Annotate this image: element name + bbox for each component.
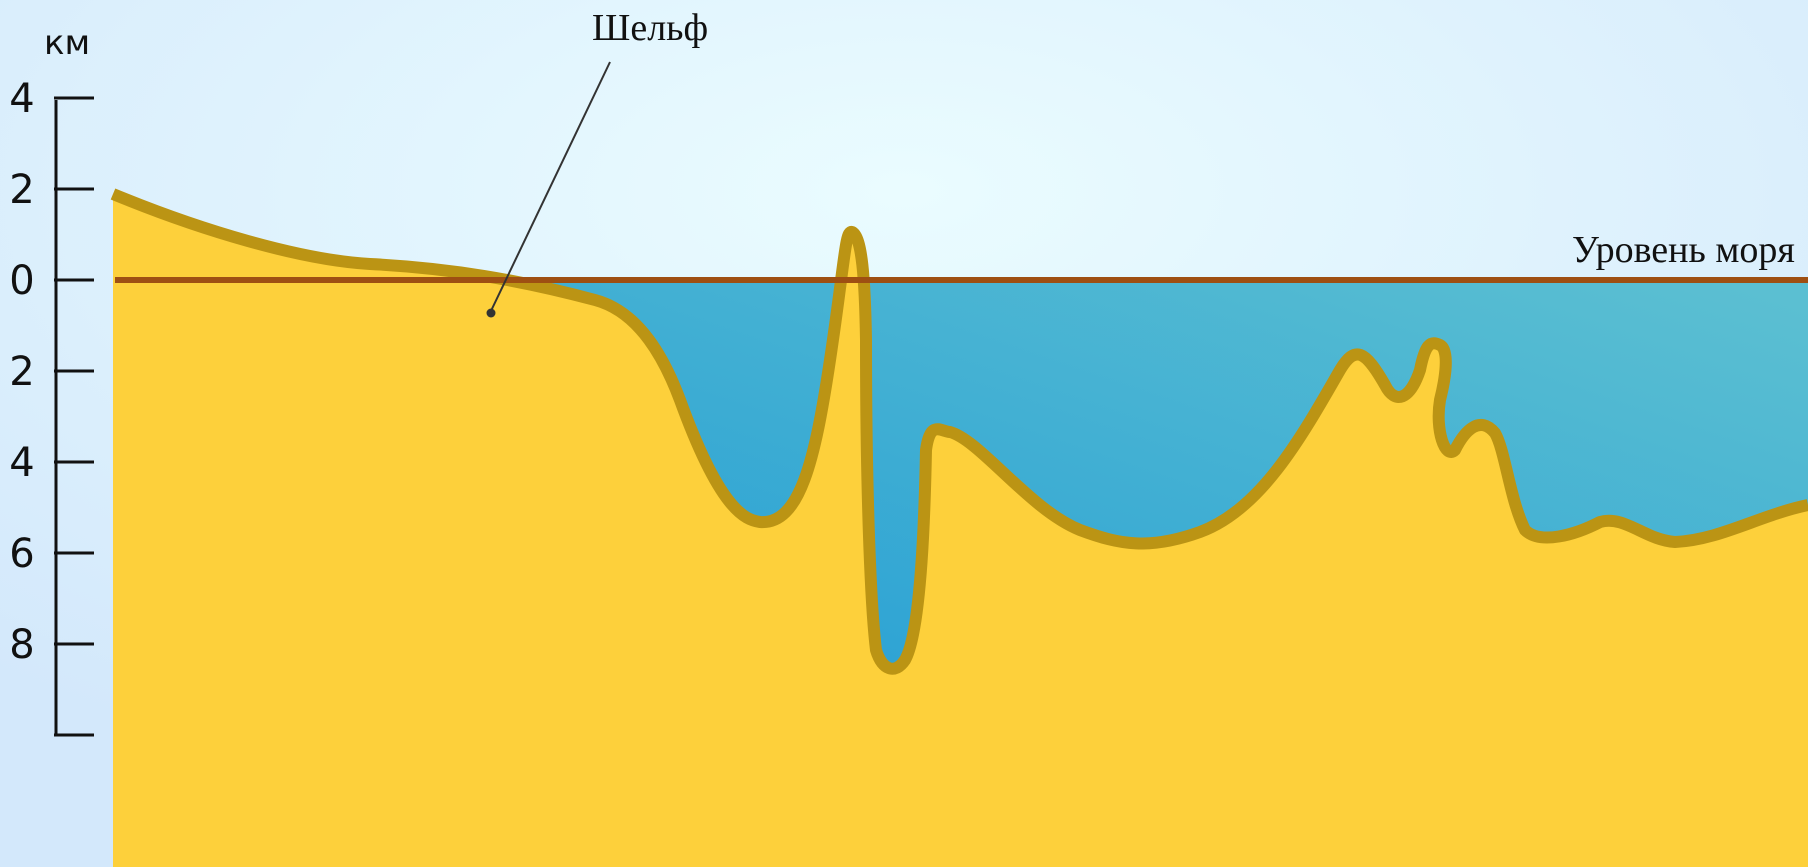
shelf-leader-line [489, 61, 611, 314]
axis-tick-label-2: 0 [9, 258, 34, 304]
land-crust [113, 194, 1808, 867]
axis-tick-label-4: 4 [9, 440, 34, 486]
axis-tick-label-0: 4 [9, 76, 34, 122]
axis-tick-label-6: 8 [9, 622, 34, 668]
axis-unit-label: км [44, 23, 90, 63]
axis-ticks: 4 2 0 2 4 6 8 [9, 76, 94, 668]
seabed-outline [110, 188, 1808, 675]
elevation-axis [54, 100, 94, 737]
shelf-label: Шельф [592, 7, 708, 49]
shelf-leader-dot [486, 308, 496, 318]
axis-tick-label-1: 2 [9, 167, 34, 213]
axis-tick-label-3: 2 [9, 349, 34, 395]
axis-tick-label-5: 6 [9, 531, 34, 577]
sea-level-label: Уровень моря [1572, 229, 1795, 271]
